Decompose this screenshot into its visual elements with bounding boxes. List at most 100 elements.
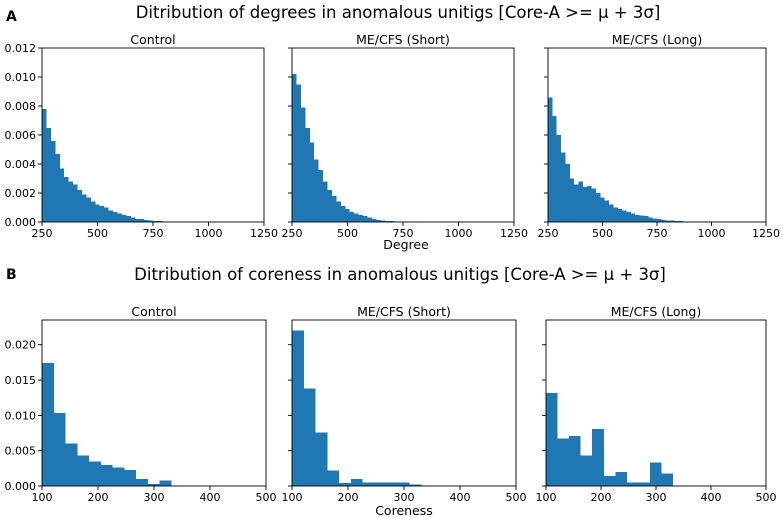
histogram-a-short: ME/CFS (Short) 250 500 750 1000 1250 bbox=[282, 32, 529, 240]
bar-a-control-3 bbox=[55, 153, 60, 222]
bar-a-control-0 bbox=[42, 108, 47, 222]
bar-a-long-21 bbox=[639, 215, 644, 222]
bar-b-control-6 bbox=[112, 467, 125, 486]
x-tick-label-a-control-1: 500 bbox=[87, 227, 108, 240]
bar-b-control-3 bbox=[77, 455, 90, 486]
histogram-b-long: ME/CFS (Long) 100 200 300 400 500 bbox=[536, 304, 777, 504]
x-tick-label-b-long-0: 100 bbox=[536, 491, 557, 504]
bar-a-long-1 bbox=[552, 116, 557, 222]
bar-b-short-5 bbox=[350, 478, 363, 486]
bar-b-control-2 bbox=[65, 443, 78, 486]
bar-a-short-13 bbox=[349, 211, 355, 222]
bar-b-short-9 bbox=[397, 482, 410, 486]
bar-b-short-10 bbox=[409, 484, 422, 486]
section-title-a: Ditribution of degrees in anomalous unit… bbox=[136, 3, 661, 22]
bar-a-short-15 bbox=[358, 214, 364, 222]
bar-a-control-19 bbox=[126, 216, 131, 222]
bar-b-control-0 bbox=[42, 363, 54, 486]
bar-a-short-20 bbox=[380, 220, 386, 222]
bar-b-long-8 bbox=[638, 482, 650, 486]
bar-a-control-23 bbox=[144, 219, 149, 222]
histogram-b-control: Control 100 200 300 400 500 0.000 0.005 0.010 0.0… bbox=[5, 304, 277, 504]
bar-b-short-8 bbox=[386, 482, 398, 486]
x-tick-label-a-control-4: 1250 bbox=[250, 227, 278, 240]
bar-a-long-28 bbox=[670, 220, 675, 222]
bar-a-control-12 bbox=[95, 204, 100, 222]
bar-a-short-19 bbox=[376, 219, 381, 222]
x-tick-label-a-long-3: 1000 bbox=[698, 227, 726, 240]
x-tick-label-a-short-0: 250 bbox=[282, 227, 303, 240]
bar-b-short-4 bbox=[339, 483, 351, 486]
bar-b-long-0 bbox=[546, 392, 558, 486]
y-tick-label-b-control-4: 0.020 bbox=[5, 339, 37, 352]
bar-a-long-16 bbox=[617, 208, 623, 222]
x-tick-label-a-long-4: 1250 bbox=[752, 227, 780, 240]
bar-a-control-6 bbox=[68, 181, 74, 222]
subplot-title-a-control: Control bbox=[130, 32, 175, 47]
subplot-title-b-short: ME/CFS (Short) bbox=[357, 304, 451, 319]
y-tick-label-b-control-2: 0.010 bbox=[5, 409, 37, 422]
bar-b-long-10 bbox=[661, 473, 674, 486]
bar-a-long-3 bbox=[561, 152, 566, 222]
x-tick-label-b-long-2: 300 bbox=[646, 491, 667, 504]
bar-a-short-1 bbox=[296, 84, 301, 222]
bar-b-short-3 bbox=[327, 470, 340, 486]
bar-b-short-2 bbox=[315, 432, 328, 486]
bar-a-short-12 bbox=[345, 208, 350, 222]
bar-a-control-16 bbox=[113, 211, 118, 222]
x-tick-label-b-long-3: 400 bbox=[701, 491, 722, 504]
y-tick-label-b-control-0: 0.000 bbox=[5, 480, 37, 493]
bar-b-long-9 bbox=[649, 462, 662, 486]
bar-b-short-1 bbox=[303, 388, 316, 486]
bar-a-control-7 bbox=[73, 184, 78, 222]
bar-a-control-8 bbox=[77, 190, 82, 222]
bar-a-control-10 bbox=[86, 197, 91, 222]
subplot-title-b-control: Control bbox=[131, 304, 176, 319]
x-tick-label-a-control-0: 250 bbox=[32, 227, 53, 240]
bar-a-control-18 bbox=[121, 214, 127, 222]
x-tick-label-b-short-1: 200 bbox=[338, 491, 359, 504]
histogram-panels: Control 250 500 750 1000 1250 0.000 0.002 0.004 0… bbox=[5, 32, 781, 504]
bar-a-short-3 bbox=[305, 127, 310, 222]
bar-a-control-1 bbox=[46, 127, 51, 222]
x-tick-label-b-short-2: 300 bbox=[394, 491, 415, 504]
bar-a-long-13 bbox=[604, 200, 610, 222]
bar-a-control-15 bbox=[108, 210, 114, 222]
bar-a-long-10 bbox=[591, 188, 596, 222]
histogram-a-long: ME/CFS (Long) 250 500 750 1000 1250 bbox=[538, 32, 781, 240]
bar-a-control-5 bbox=[64, 177, 69, 222]
x-tick-label-b-long-4: 500 bbox=[756, 491, 777, 504]
y-tick-label-b-control-3: 0.015 bbox=[5, 374, 37, 387]
panel-letter-a: A bbox=[6, 9, 17, 25]
x-tick-label-b-control-0: 100 bbox=[32, 491, 53, 504]
bar-a-long-8 bbox=[582, 187, 588, 222]
x-tick-label-a-control-2: 750 bbox=[143, 227, 164, 240]
x-tick-label-b-control-3: 400 bbox=[200, 491, 221, 504]
x-axis-label-a: Degree bbox=[383, 237, 429, 252]
bar-a-long-6 bbox=[574, 184, 579, 222]
bar-b-long-2 bbox=[569, 435, 581, 486]
x-tick-label-a-long-2: 750 bbox=[647, 227, 668, 240]
bar-a-control-11 bbox=[90, 201, 96, 222]
bar-b-short-0 bbox=[292, 330, 304, 486]
bar-a-short-14 bbox=[354, 213, 359, 222]
bar-a-long-26 bbox=[661, 219, 666, 222]
y-tick-label-a-control-2: 0.004 bbox=[5, 158, 37, 171]
bar-b-long-4 bbox=[592, 428, 604, 486]
bar-b-long-7 bbox=[626, 482, 639, 486]
x-tick-label-a-long-0: 250 bbox=[538, 227, 559, 240]
bar-b-control-5 bbox=[100, 464, 113, 486]
bar-b-control-8 bbox=[136, 478, 148, 486]
bar-a-short-2 bbox=[300, 107, 306, 222]
x-tick-label-a-control-3: 1000 bbox=[195, 227, 223, 240]
bar-a-long-0 bbox=[548, 97, 553, 222]
section-title-b: Ditribution of coreness in anomalous uni… bbox=[134, 265, 666, 284]
bar-a-short-16 bbox=[363, 216, 368, 222]
y-tick-label-a-control-3: 0.006 bbox=[5, 129, 37, 142]
panel-letter-b: B bbox=[6, 267, 17, 283]
bar-a-control-2 bbox=[50, 140, 56, 222]
bar-a-long-29 bbox=[674, 220, 679, 222]
x-tick-label-a-long-1: 500 bbox=[592, 227, 613, 240]
bar-a-control-9 bbox=[81, 194, 87, 222]
x-tick-label-a-short-2: 750 bbox=[393, 227, 414, 240]
